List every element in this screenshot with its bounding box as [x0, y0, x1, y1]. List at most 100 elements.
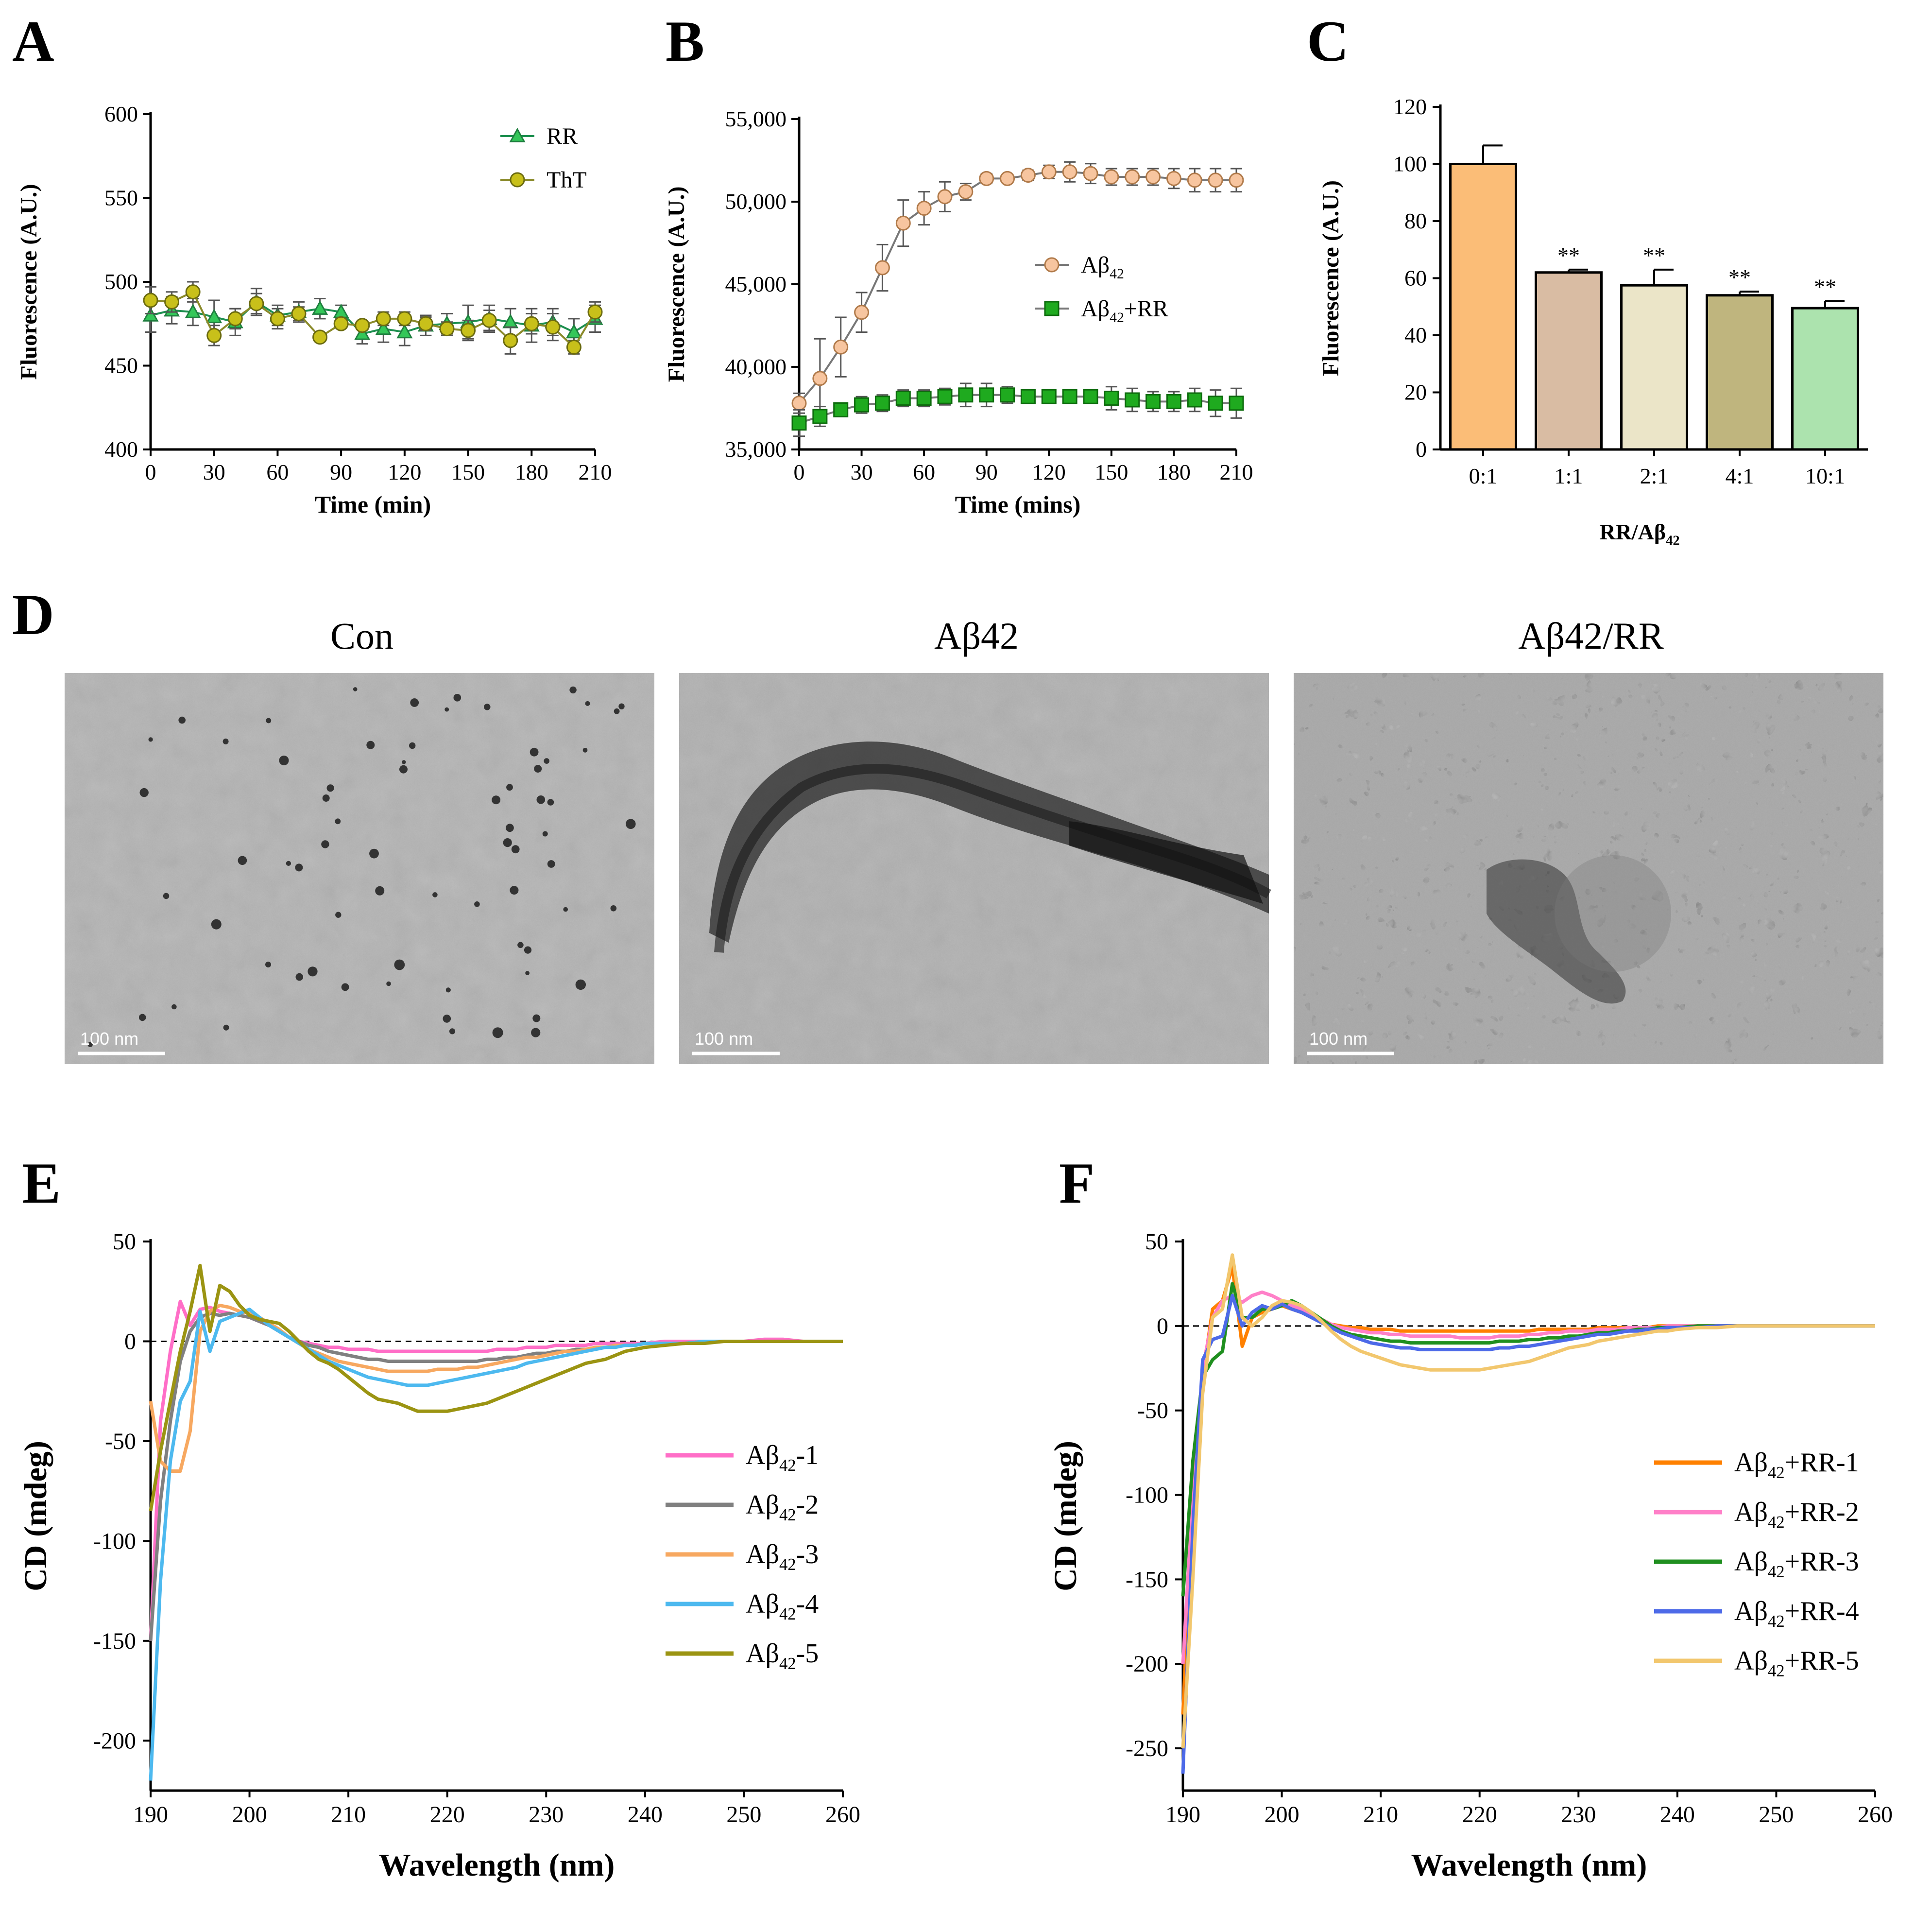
data-point	[587, 304, 603, 320]
x-tick-label: 30	[203, 460, 225, 484]
data-point	[1229, 396, 1244, 411]
x-tick-label: 190	[1165, 1802, 1200, 1828]
data-point	[1083, 389, 1098, 404]
data-point	[1000, 171, 1015, 186]
data-point	[979, 171, 994, 186]
data-point	[481, 312, 497, 328]
label-part: Aβ	[746, 1589, 779, 1619]
particle	[308, 966, 318, 977]
micrograph-title-con: Con	[330, 615, 393, 657]
x-tick-label: 60	[266, 460, 289, 484]
particle	[87, 1042, 93, 1047]
particle	[492, 1027, 503, 1038]
data-point	[1166, 394, 1181, 409]
particle	[266, 718, 272, 724]
x-tick-label: 180	[1157, 460, 1191, 484]
legend-marker	[1044, 301, 1060, 316]
y-tick-label: 55,000	[725, 106, 787, 131]
data-point	[312, 300, 328, 315]
y-tick-label: 45,000	[725, 272, 787, 296]
label-part: Aβ	[746, 1539, 779, 1569]
legend-label: ThT	[547, 167, 587, 193]
spectrum-line	[1181, 1253, 1875, 1749]
x-axis-title: Time (min)	[315, 491, 431, 518]
x-tick-label: 250	[726, 1802, 761, 1828]
y-axis-title: Fluorescence (A.U.)	[1318, 180, 1344, 376]
data-point	[1000, 387, 1015, 403]
chart-e-cd-abeta: 190 200 210 220 230 240 250 260-200-150-100-500…	[18, 1229, 860, 1883]
y-tick-label: 500	[104, 269, 138, 294]
particle	[585, 701, 590, 706]
label-part: +RR-3	[1785, 1547, 1859, 1577]
data-point	[143, 293, 158, 308]
particle	[530, 747, 539, 757]
y-tick-label: 550	[104, 186, 138, 210]
particle	[525, 971, 530, 975]
particle	[326, 784, 334, 792]
label-part: -1	[796, 1440, 819, 1470]
x-tick-label: 210	[1363, 1802, 1398, 1828]
y-tick-label: 40	[1404, 323, 1427, 347]
spectrum-line	[1181, 1293, 1875, 1774]
panel-label-b: B	[666, 9, 704, 73]
particle	[445, 987, 451, 993]
particle	[386, 981, 391, 986]
data-point	[1125, 392, 1140, 408]
particle	[492, 795, 501, 805]
label-part: Aβ	[746, 1440, 779, 1470]
label-subscript: 42	[1768, 1612, 1785, 1631]
y-tick-label: -150	[93, 1628, 136, 1654]
data-point	[1041, 164, 1057, 180]
series-line	[799, 394, 1236, 424]
series-1	[791, 382, 1244, 437]
particle	[484, 704, 491, 710]
label-part: Aβ	[746, 1638, 779, 1669]
particle	[238, 856, 247, 865]
label-part: -3	[796, 1539, 819, 1569]
particle	[366, 741, 375, 749]
data-point	[1104, 169, 1119, 185]
x-tick-label: 2:1	[1640, 464, 1669, 488]
micrograph-abeta: Aβ42 100 nm	[679, 615, 1271, 1064]
x-axis-title: Time (mins)	[955, 491, 1081, 518]
x-tick-label: 150	[451, 460, 485, 484]
bar	[1449, 163, 1517, 451]
particle	[286, 861, 291, 866]
particle	[223, 1024, 229, 1031]
scale-bar-label-abeta: 100 nm	[695, 1029, 753, 1049]
particle	[445, 707, 449, 712]
y-tick-label: 0	[1157, 1313, 1168, 1339]
data-point	[164, 294, 180, 310]
panel-label-e: E	[22, 1151, 61, 1215]
label-part: Aβ	[1734, 1646, 1768, 1676]
legend-marker	[509, 127, 526, 142]
chart-f-cd-abeta-rr: 190 200 210 220 230 240 250 260 -250 -200 -150 -100…	[1048, 1229, 1893, 1883]
data-point	[1125, 169, 1140, 185]
y-tick-label: -50	[105, 1429, 136, 1454]
data-point	[1062, 389, 1077, 404]
x-tick-label: 10:1	[1805, 464, 1845, 488]
label-part: Aβ	[1734, 1448, 1768, 1478]
legend-label: Aβ42-2	[746, 1490, 819, 1524]
data-point	[375, 320, 392, 335]
x-tick-label: 4:1	[1726, 464, 1754, 488]
y-tick-label: 80	[1404, 208, 1427, 233]
label-subscript: 42	[1768, 1661, 1785, 1680]
data-point	[142, 307, 159, 322]
label-part: Aβ	[746, 1490, 779, 1520]
x-tick-label: 210	[1220, 460, 1253, 484]
particle	[402, 760, 406, 764]
data-point	[524, 316, 539, 331]
particle	[524, 946, 532, 954]
data-point	[895, 391, 911, 406]
particle	[443, 1015, 451, 1023]
data-point	[1062, 164, 1077, 180]
x-tick-label: 200	[232, 1802, 267, 1828]
particle	[369, 848, 379, 859]
label-part: +RR-5	[1785, 1646, 1859, 1676]
data-point	[312, 329, 328, 345]
x-tick-label: 0	[145, 460, 156, 484]
y-tick-label: -200	[1126, 1651, 1168, 1677]
particle	[544, 758, 549, 764]
